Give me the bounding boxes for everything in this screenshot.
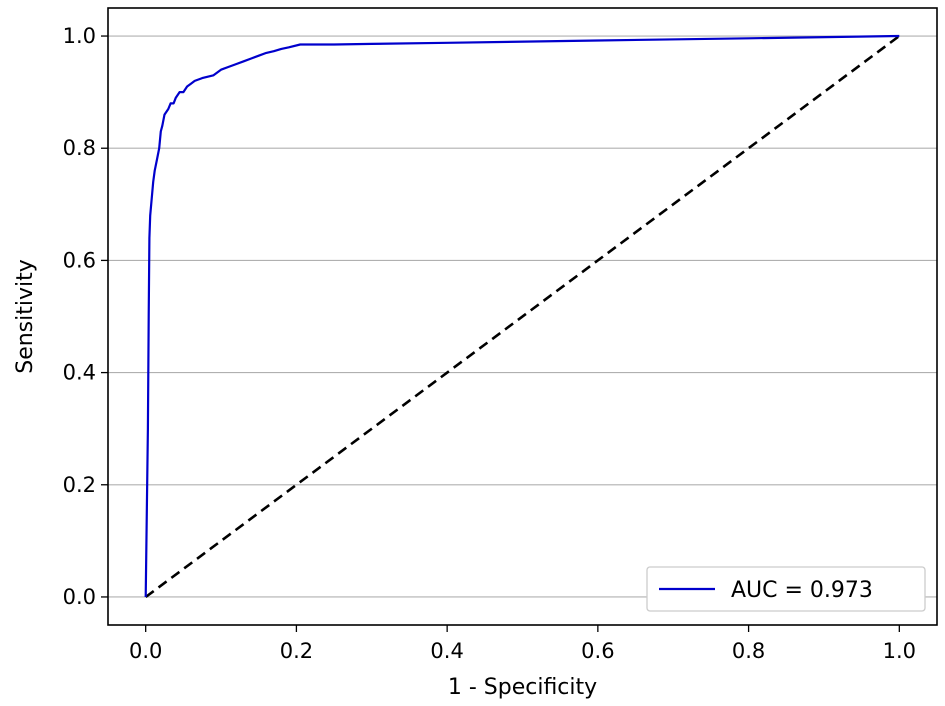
chance-diagonal-line: [144, 34, 901, 599]
plot-frame: [107, 7, 938, 626]
roc-curve-line: [144, 34, 900, 598]
axis-ticks: 0.0 0.2 0.4 0.6 0.8 1.0 0.0 0.2 0.4 0.6 0.8 1.0: [63, 24, 916, 663]
y-tick-label: 0.6: [63, 248, 96, 272]
x-axis-label: 1 - Specificity: [448, 675, 597, 700]
x-tick-label: 1.0: [883, 639, 916, 663]
legend-box: [646, 566, 926, 612]
legend: AUC = 0.973: [646, 566, 926, 612]
x-tick-label: 0.0: [129, 639, 162, 663]
x-tick-label: 0.8: [732, 639, 765, 663]
y-tick-label: 0.0: [63, 585, 96, 609]
x-tick-label: 0.2: [280, 639, 313, 663]
grid-lines: [108, 35, 937, 598]
x-tick-label: 0.6: [581, 639, 614, 663]
y-tick-label: 0.8: [63, 136, 96, 160]
y-tick-label: 1.0: [63, 24, 96, 48]
y-axis-label: Sensitivity: [13, 259, 38, 374]
series-lines: [144, 34, 901, 599]
y-tick-label: 0.4: [63, 361, 96, 385]
y-tick-label: 0.2: [63, 473, 96, 497]
legend-label: AUC = 0.973: [731, 578, 873, 603]
x-tick-label: 0.4: [430, 639, 463, 663]
